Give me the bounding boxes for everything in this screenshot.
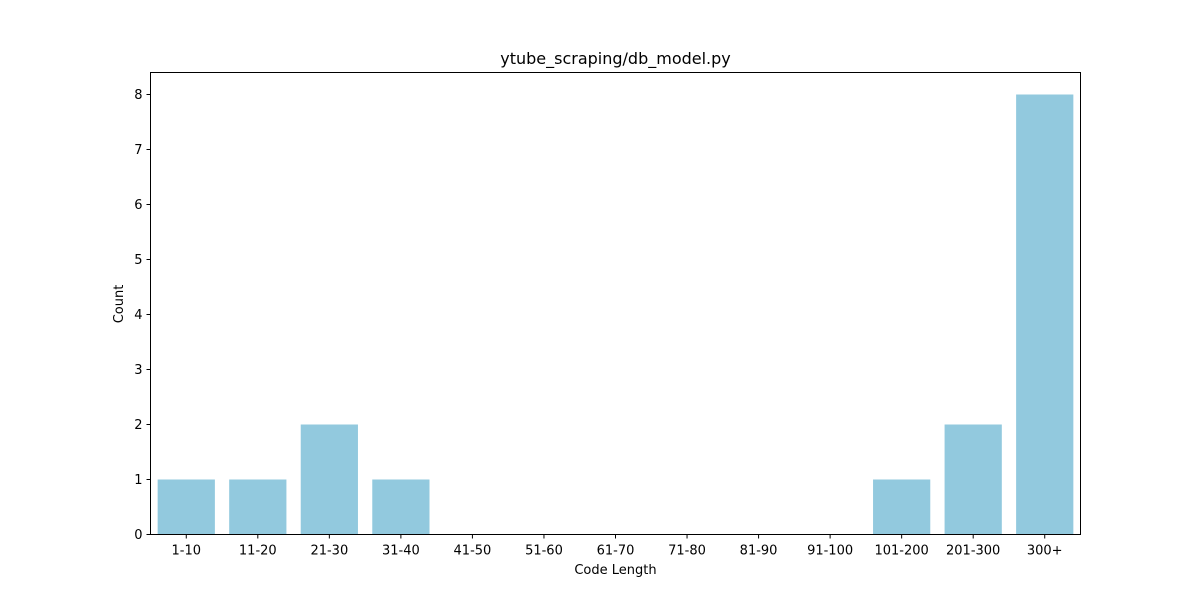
y-tick-label: 1 — [134, 473, 142, 488]
plot-frame — [150, 72, 1081, 535]
plot-area — [157, 94, 1074, 535]
bar-31-40 — [372, 479, 430, 535]
x-tick-label: 201-300 — [946, 544, 1000, 559]
y-tick-label: 2 — [134, 418, 142, 433]
x-tick-label: 81-90 — [740, 544, 778, 559]
bar-1-10 — [157, 479, 215, 535]
x-tick-label: 61-70 — [597, 544, 635, 559]
x-tick-label: 21-30 — [310, 544, 348, 559]
y-tick-label: 5 — [134, 253, 142, 268]
y-tick-label: 4 — [134, 308, 142, 323]
x-tick-label: 41-50 — [454, 544, 492, 559]
x-tick-label: 1-10 — [172, 544, 202, 559]
y-tick-label: 6 — [134, 198, 142, 213]
bar-21-30 — [300, 424, 358, 535]
x-tick-label: 51-60 — [525, 544, 563, 559]
y-axis-label: Count — [112, 285, 127, 324]
x-axis-label: Code Length — [574, 563, 656, 578]
x-tick-label: 71-80 — [668, 544, 706, 559]
x-tick-label: 101-200 — [874, 544, 928, 559]
chart-title: ytube_scraping/db_model.py — [500, 49, 731, 69]
x-tick-label: 11-20 — [239, 544, 277, 559]
x-axis: 1-10 11-20 21-30 31-40 41-50 51-60 61-70 71-80 8… — [172, 534, 1063, 559]
y-tick-label: 0 — [134, 528, 142, 543]
x-tick-label: 91-100 — [807, 544, 853, 559]
x-tick-label: 31-40 — [382, 544, 420, 559]
bar-101-200 — [873, 479, 931, 535]
y-tick-label: 7 — [134, 143, 142, 158]
x-tick-label: 300+ — [1027, 544, 1063, 559]
y-axis: 0 1 2 3 4 5 6 7 8 — [134, 88, 151, 543]
y-tick-label: 3 — [134, 363, 142, 378]
bar-11-20 — [229, 479, 287, 535]
bar-201-300 — [944, 424, 1002, 535]
bar-300+ — [1016, 94, 1074, 535]
y-tick-label: 8 — [134, 88, 142, 103]
